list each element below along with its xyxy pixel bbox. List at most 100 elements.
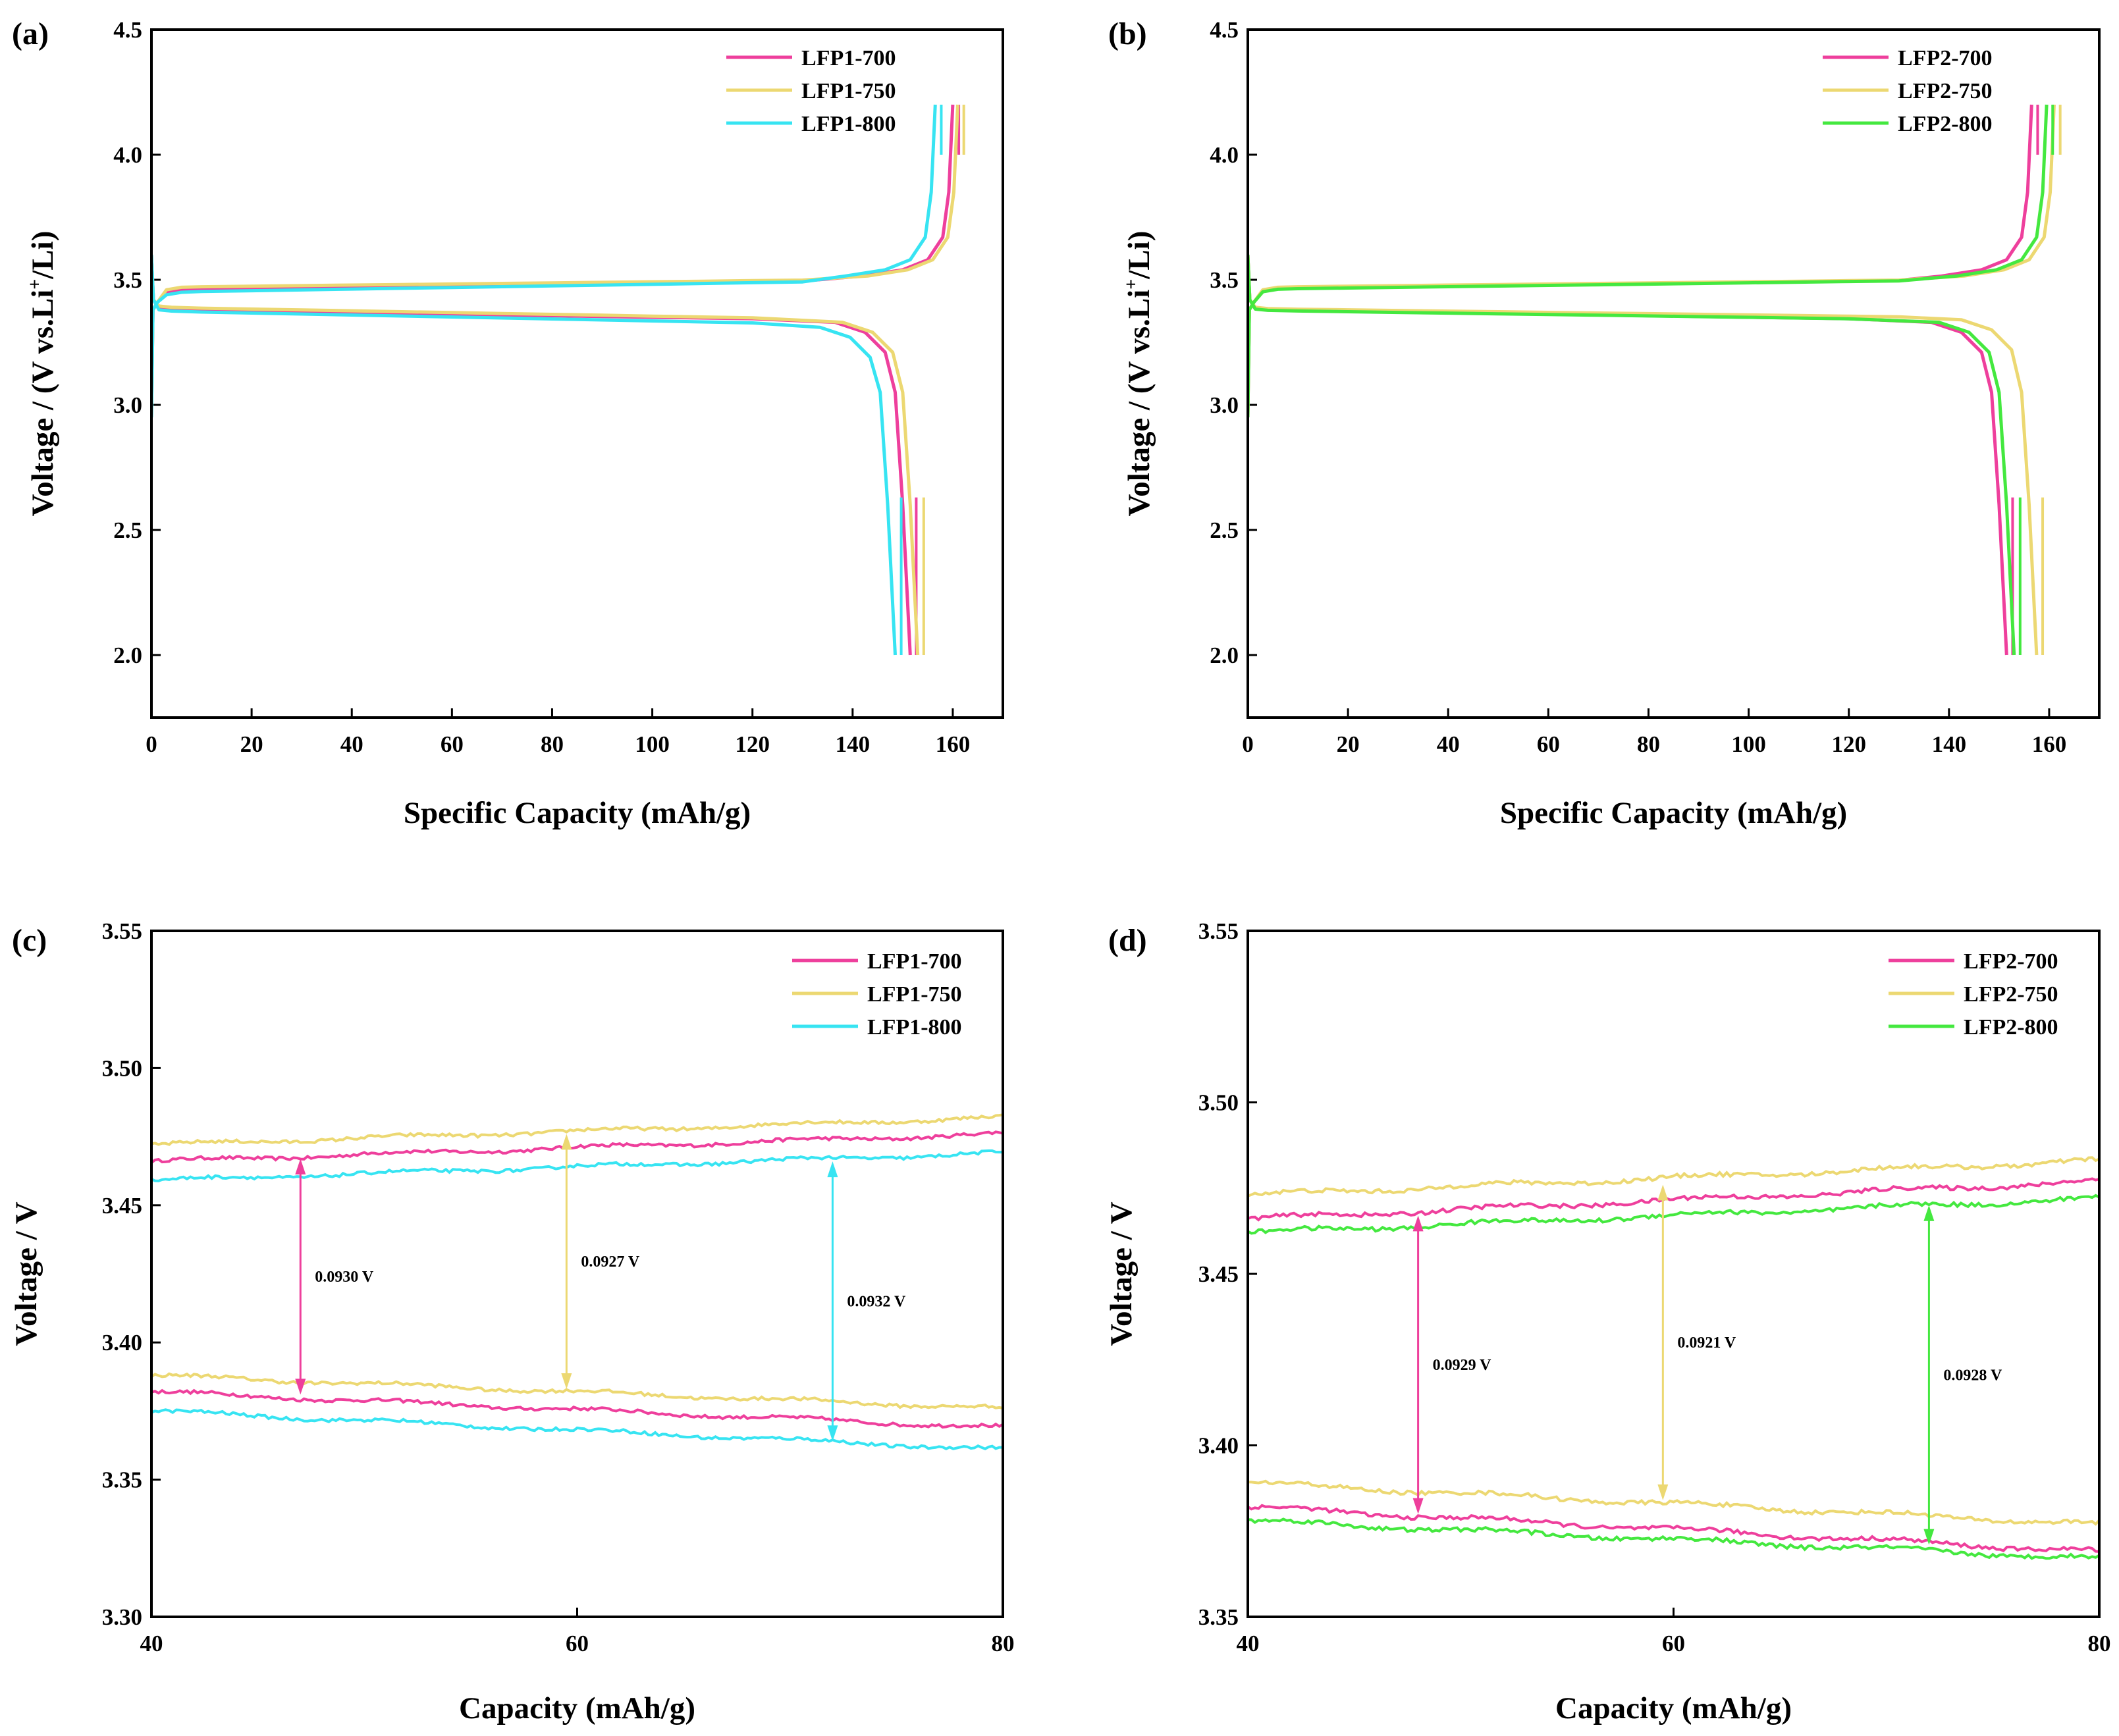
arrow-head-up (561, 1134, 572, 1150)
legend-label: LFP1-750 (801, 79, 896, 103)
y-axis-title: Voltage / (V vs.Li+/Li) (25, 231, 60, 517)
discharge-plateau-LFP2-800 (1248, 1517, 2099, 1560)
y-tick-label: 3.40 (102, 1330, 142, 1355)
x-axis-title: Specific Capacity (mAh/g) (404, 796, 751, 830)
discharge-plateau-LFP1-800 (151, 1408, 1003, 1451)
arrow-head-down (561, 1373, 572, 1390)
x-tick-label: 80 (541, 731, 564, 757)
charge-plateau-LFP2-800 (1248, 1194, 2099, 1235)
arrow-head-up (1412, 1215, 1424, 1232)
x-tick-label: 80 (992, 1631, 1015, 1656)
charge-curve-LFP2-700 (1248, 104, 2033, 418)
charge-plateau-LFP2-700 (1248, 1177, 2099, 1222)
charge-curve-LFP2-800 (1248, 104, 2049, 418)
voltage-gap-label: 0.0930 V (315, 1269, 374, 1286)
y-tick-label: 3.55 (102, 918, 142, 944)
y-axis-title: Voltage / V (1104, 1201, 1139, 1346)
plot-frame (150, 28, 1004, 719)
x-tick-label: 160 (936, 731, 971, 757)
y-tick-label: 3.0 (1210, 392, 1239, 418)
legend-label: LFP1-700 (801, 46, 896, 70)
arrow-head-up (295, 1158, 306, 1174)
voltage-gap-label: 0.0932 V (847, 1294, 906, 1311)
chart-panel-c: 40 60 80 3.30 3.35 3.40 3.45 3.50 3.55 Capacity (… (9, 918, 1015, 1725)
panel-label: (b) (1108, 16, 1147, 51)
x-axis-title: Capacity (mAh/g) (459, 1691, 695, 1725)
y-axis-title-part: /Li) (1122, 231, 1156, 280)
y-tick-label: 3.45 (1198, 1261, 1239, 1287)
x-axis-title: Capacity (mAh/g) (1555, 1691, 1792, 1725)
y-tick-label: 3.55 (1198, 918, 1239, 944)
plot-area (1248, 1156, 2099, 1560)
arrow-head-up (827, 1161, 838, 1178)
y-axis-title: Voltage / (V vs.Li+/Li) (1121, 231, 1156, 517)
voltage-gap-label: 0.0927 V (581, 1253, 640, 1271)
legend-label: LFP1-800 (867, 1015, 962, 1039)
x-tick-label: 40 (1237, 1631, 1260, 1656)
y-tick-label: 3.50 (102, 1055, 142, 1081)
y-axis-title-part: Voltage / (V vs.Li (26, 290, 60, 517)
x-tick-label: 20 (1337, 731, 1360, 757)
chart-panel-b: 0 20 40 60 80 100 120 140 160 2.0 2.5 3.0 3.5 4.0 4.5 S… (1108, 16, 2101, 830)
discharge-curve-LFP1-800 (151, 254, 897, 656)
x-tick-label: 60 (1537, 731, 1560, 757)
plot-area (151, 1113, 1003, 1451)
y-tick-label: 4.0 (1210, 142, 1239, 168)
charge-curve-LFP1-750 (151, 104, 959, 418)
legend-label: LFP2-750 (1898, 79, 1993, 103)
chart-panel-a: 0 20 40 60 80 100 120 140 160 2.0 2.5 3.0 3.5 4.0 4.5 S… (12, 16, 1004, 830)
charge-curve-LFP1-800 (151, 104, 937, 418)
x-tick-label: 60 (441, 731, 464, 757)
y-tick-label: 2.5 (113, 517, 142, 543)
charge-plateau-LFP1-750 (151, 1113, 1003, 1146)
discharge-curve-LFP1-750 (151, 254, 920, 656)
discharge-plateau-LFP1-750 (151, 1372, 1003, 1409)
x-tick-label: 60 (1662, 1631, 1685, 1656)
y-tick-label: 4.0 (113, 142, 142, 168)
charge-curve-LFP2-750 (1248, 104, 2056, 418)
x-tick-label: 0 (1242, 731, 1254, 757)
x-tick-label: 100 (635, 731, 670, 757)
arrow-head-down (1923, 1529, 1935, 1545)
y-tick-label: 3.50 (1198, 1090, 1239, 1116)
discharge-curve-LFP2-750 (1248, 254, 2039, 656)
x-tick-label: 40 (140, 1631, 163, 1656)
arrow-head-down (295, 1379, 306, 1395)
y-tick-label: 3.5 (113, 267, 142, 293)
y-tick-label: 3.35 (102, 1467, 142, 1493)
x-tick-label: 0 (146, 731, 157, 757)
legend-label: LFP2-700 (1898, 46, 1993, 70)
legend-label: LFP1-750 (867, 982, 962, 1007)
plot-frame (1247, 930, 2101, 1618)
discharge-curve-LFP2-800 (1248, 254, 2016, 656)
y-axis-title: Voltage / V (9, 1201, 43, 1346)
legend-label: LFP1-800 (801, 112, 896, 136)
x-tick-label: 120 (1831, 731, 1866, 757)
x-tick-label: 40 (1437, 731, 1460, 757)
legend-label: LFP2-800 (1898, 112, 1993, 136)
y-axis-title-superscript: + (25, 279, 45, 290)
y-axis-title-part: /Li) (26, 231, 60, 280)
x-tick-label: 100 (1731, 731, 1766, 757)
plot-frame (150, 930, 1004, 1618)
y-tick-label: 3.0 (113, 392, 142, 418)
x-tick-label: 140 (1932, 731, 1967, 757)
arrow-head-up (1923, 1205, 1935, 1221)
x-axis-title: Specific Capacity (mAh/g) (1500, 796, 1847, 830)
voltage-gap-label: 0.0929 V (1433, 1357, 1492, 1374)
arrow-head-up (1657, 1184, 1669, 1201)
x-tick-label: 60 (566, 1631, 589, 1656)
x-tick-label: 80 (1637, 731, 1660, 757)
y-tick-label: 4.5 (1210, 17, 1239, 43)
y-tick-label: 4.5 (113, 17, 142, 43)
discharge-plateau-LFP2-700 (1248, 1504, 2099, 1553)
x-tick-label: 140 (836, 731, 871, 757)
y-axis-title-superscript: + (1121, 279, 1142, 290)
plot-frame (1247, 28, 2101, 719)
y-tick-label: 3.5 (1210, 267, 1239, 293)
discharge-plateau-LFP2-750 (1248, 1479, 2099, 1526)
legend-label: LFP1-700 (867, 949, 962, 974)
legend-label: LFP2-750 (1964, 982, 2058, 1007)
chart-panel-d: 40 60 80 3.35 3.40 3.45 3.50 3.55 Capacity (mAh/… (1104, 918, 2111, 1725)
